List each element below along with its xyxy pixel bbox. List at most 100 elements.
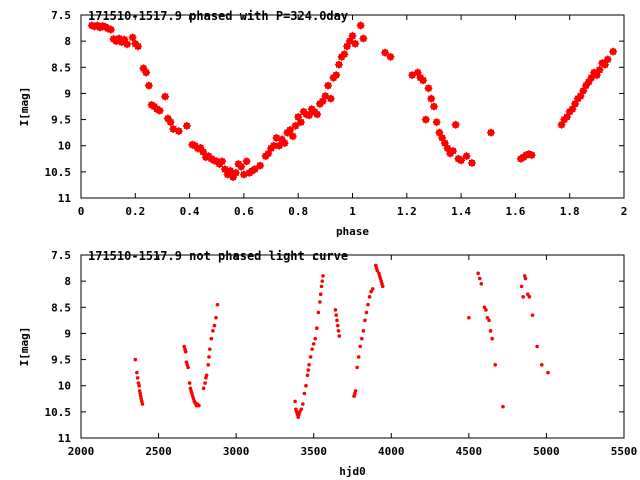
phased-data-point	[424, 83, 433, 93]
phased-x-tick-label: 1.4	[451, 205, 471, 218]
unphased-data-point	[318, 292, 323, 297]
unphased-data-point	[135, 370, 139, 375]
unphased-y-tick-label: 7.5	[51, 249, 71, 262]
unphased-data-point	[488, 329, 493, 333]
phased-x-tick-label: 2	[621, 205, 628, 218]
unphased-data-point	[363, 318, 367, 323]
phased-x-tick-label: 1.6	[505, 205, 525, 218]
unphased-y-tick-label: 11	[58, 432, 72, 445]
unphased-data-point	[467, 315, 471, 320]
unphased-data-point	[299, 407, 304, 412]
phased-data-point	[312, 110, 322, 119]
phased-data-point	[242, 157, 251, 166]
unphased-data-point	[334, 313, 339, 317]
phased-data-point	[359, 34, 368, 43]
unphased-x-tick-label: 3000	[223, 445, 250, 458]
phased-data-point	[166, 117, 175, 127]
unphased-data-point	[337, 334, 342, 338]
unphased-y-tick-label: 8	[64, 275, 71, 288]
unphased-data-point	[335, 323, 340, 328]
unphased-data-point	[355, 365, 359, 370]
unphased-data-point	[519, 284, 524, 289]
unphased-data-point	[305, 373, 310, 378]
phased-y-tick-label: 9.5	[51, 114, 71, 127]
unphased-data-point	[336, 329, 341, 333]
unphased-light-curve-panel: 2000 2500 3000 3500 4000 4500 5000 5500 7.5 8 8.5 9…	[18, 249, 637, 478]
phased-y-tick-label: 8	[64, 35, 71, 48]
phased-y-tick-label: 10	[58, 140, 71, 153]
unphased-plot-frame	[80, 254, 625, 439]
phased-x-tick-label: 1	[349, 205, 356, 218]
phased-data-point	[421, 115, 431, 124]
phased-y-axis-label: I[mag]	[18, 87, 31, 127]
unphased-data-point	[201, 386, 206, 391]
phased-data-point	[231, 168, 240, 178]
unphased-data-point	[310, 347, 314, 351]
phased-data-point	[348, 31, 357, 41]
unphased-data-point	[215, 302, 220, 307]
phased-data-point	[429, 102, 439, 111]
phased-data-point	[418, 76, 428, 85]
unphased-data-point	[183, 349, 188, 354]
phased-data-point	[432, 117, 441, 127]
unphased-x-tick-label: 5000	[533, 445, 560, 458]
unphased-data-point	[304, 383, 308, 388]
unphased-data-point	[476, 271, 480, 276]
phased-x-tick-label: 0.2	[125, 205, 145, 218]
unphased-data-point	[207, 347, 212, 351]
phased-data-point	[128, 33, 137, 42]
unphased-data-point	[367, 295, 372, 299]
phased-x-tick-label: 1.8	[560, 205, 580, 218]
unphased-data-point	[484, 308, 488, 312]
unphased-data-point	[523, 276, 528, 281]
unphased-data-point	[209, 336, 214, 341]
unphased-data-point	[137, 383, 141, 388]
phased-data-point	[426, 94, 436, 103]
unphased-data-point	[485, 315, 490, 320]
unphased-data-point	[501, 404, 505, 409]
unphased-x-tick-label: 4000	[378, 445, 405, 458]
unphased-data-point	[366, 302, 370, 307]
unphased-data-point	[546, 370, 550, 375]
unphased-data-point	[361, 329, 366, 333]
unphased-data-point	[307, 363, 311, 367]
phased-data-point	[133, 42, 143, 51]
phased-data-point	[456, 156, 466, 165]
unphased-data-point	[308, 355, 313, 359]
phased-data-point	[448, 146, 458, 156]
unphased-data-point	[335, 318, 339, 323]
unphased-data-point	[482, 305, 487, 310]
phased-data-point	[486, 128, 496, 137]
unphased-y-tick-label: 9	[64, 327, 71, 340]
phased-data-point	[331, 70, 341, 80]
unphased-data-point	[333, 308, 338, 312]
unphased-data-point	[477, 276, 482, 281]
phased-data-point	[174, 126, 183, 136]
unphased-data-point	[527, 295, 532, 299]
unphased-data-point	[313, 336, 318, 341]
phased-y-tick-label: 7.5	[51, 9, 71, 22]
unphased-y-tick-label: 9.5	[51, 354, 71, 367]
phased-data-point	[304, 111, 314, 120]
phased-x-tick-label: 1.2	[397, 205, 417, 218]
unphased-data-point	[539, 363, 544, 367]
unphased-data-point	[493, 363, 498, 367]
phased-data-point	[462, 151, 471, 161]
unphased-data-point	[206, 363, 211, 367]
unphased-axis-ticks: 2000 2500 3000 3500 4000 4500 5000 5500 7.5 8 8.5 9…	[45, 249, 638, 458]
phased-data-point	[269, 141, 279, 150]
unphased-y-tick-label: 10	[58, 380, 71, 393]
unphased-y-tick-label: 10.5	[45, 406, 72, 419]
unphased-data-point	[293, 399, 297, 404]
phased-chart-title: 171510-1517.9 phased with P=324.0day	[88, 9, 348, 23]
unphased-data-point	[140, 402, 145, 406]
unphased-data-point	[187, 381, 192, 385]
phased-data-point	[467, 158, 477, 168]
unphased-data-point	[370, 287, 375, 291]
unphased-data-point	[316, 310, 321, 315]
phased-data-point	[356, 21, 365, 30]
unphased-data-point	[479, 281, 484, 286]
phased-data-points	[87, 21, 618, 182]
unphased-data-point	[490, 336, 494, 341]
